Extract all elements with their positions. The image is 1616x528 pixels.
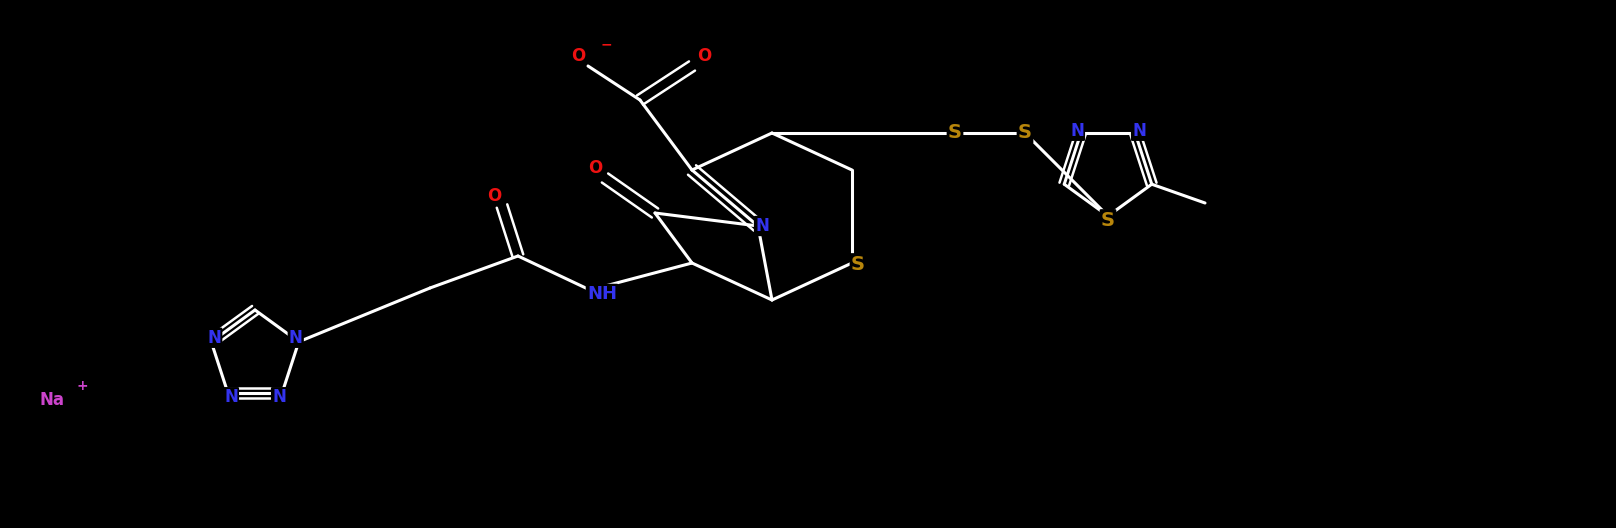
Text: N: N bbox=[225, 388, 238, 406]
Text: N: N bbox=[1133, 122, 1146, 140]
Text: NH: NH bbox=[587, 285, 617, 303]
Text: S: S bbox=[852, 254, 865, 274]
Text: Na: Na bbox=[39, 391, 65, 409]
Text: O: O bbox=[588, 159, 603, 177]
Text: S: S bbox=[1100, 211, 1115, 230]
Text: S: S bbox=[1018, 124, 1033, 143]
Text: N: N bbox=[1070, 122, 1084, 140]
Text: O: O bbox=[570, 47, 585, 65]
Text: N: N bbox=[289, 329, 302, 347]
Text: N: N bbox=[271, 388, 286, 406]
Text: O: O bbox=[696, 47, 711, 65]
Text: S: S bbox=[949, 124, 962, 143]
Text: −: − bbox=[600, 37, 612, 51]
Text: O: O bbox=[486, 187, 501, 205]
Text: +: + bbox=[76, 379, 87, 393]
Text: N: N bbox=[207, 329, 221, 347]
Text: N: N bbox=[755, 217, 769, 235]
